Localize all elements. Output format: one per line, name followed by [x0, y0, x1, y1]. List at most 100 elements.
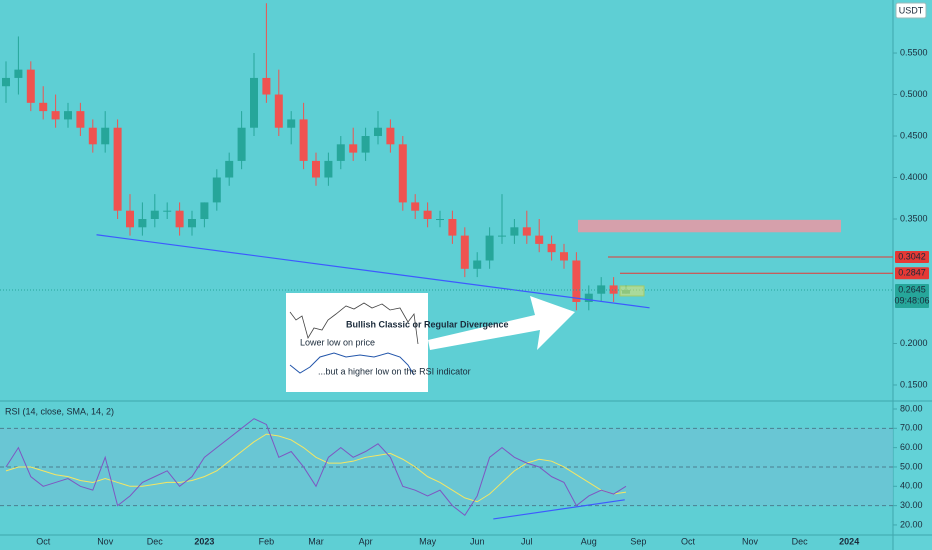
candle-body — [188, 219, 196, 228]
inset-note: ...but a higher low on the RSI indicator — [318, 366, 471, 376]
rsi-label: RSI (14, close, SMA, 14, 2) — [5, 406, 114, 416]
candle-body — [572, 260, 581, 302]
arrow — [428, 296, 575, 350]
x-tick-label: Oct — [36, 536, 51, 546]
x-tick-label: Feb — [259, 536, 275, 546]
y-tick-label: 0.1500 — [900, 379, 928, 389]
inset-title: Bullish Classic or Regular Divergence — [346, 319, 509, 329]
price-label-bg — [895, 251, 929, 264]
candle-body — [448, 219, 457, 236]
rsi-sma — [5, 433, 627, 503]
x-tick-label: Mar — [308, 536, 324, 546]
price-label: 0.3042 — [898, 251, 926, 261]
resistance-zone — [578, 219, 841, 233]
candle-body — [584, 293, 593, 302]
rsi-trendline — [493, 499, 625, 520]
x-tick-label: May — [419, 536, 437, 546]
y-tick-label: 20.00 — [900, 519, 923, 529]
x-tick-label: Jun — [470, 536, 485, 546]
candle-body — [26, 69, 35, 103]
y-tick-label: 40.00 — [900, 481, 923, 491]
candle-body — [597, 285, 606, 294]
candle-body — [39, 102, 48, 112]
candle-body — [14, 69, 23, 78]
currency-badge[interactable] — [895, 2, 927, 19]
inset-bg — [286, 293, 428, 392]
x-tick-label: Dec — [792, 536, 809, 546]
candle-body — [324, 160, 333, 178]
candle-body — [485, 235, 494, 261]
price-label-bg — [895, 267, 929, 280]
candle-body — [88, 127, 97, 145]
candle-body — [522, 227, 531, 236]
x-tick-label: 2023 — [194, 536, 214, 546]
trendline — [96, 234, 650, 309]
price-label: 0.2847 — [898, 268, 926, 278]
candle-body — [262, 77, 271, 95]
candle-body — [374, 127, 382, 137]
candle-body — [101, 127, 110, 145]
candle-body — [460, 235, 469, 269]
x-tick-label: Nov — [742, 536, 759, 546]
y-tick-label: 0.4000 — [900, 172, 928, 182]
current-price-label: 0.2645 — [898, 284, 926, 294]
marks: 0.5500 0.5000 0.4500 0.4000 0.3500 0.2000 0.15… — [0, 3, 930, 546]
y-tick-label: 50.00 — [900, 461, 923, 471]
candle-body — [150, 210, 159, 220]
candle-body — [609, 285, 618, 294]
candle-body — [212, 177, 221, 203]
candle-body — [361, 136, 370, 153]
x-tick-label: Nov — [97, 536, 114, 546]
candle-body — [76, 111, 85, 128]
x-tick-label: Aug — [581, 536, 597, 546]
candle-body — [312, 160, 320, 178]
candle-body — [398, 144, 407, 203]
candle-body — [175, 210, 184, 228]
candle-body — [547, 243, 556, 253]
candle-body — [386, 127, 395, 145]
y-tick-label: 0.5000 — [900, 89, 928, 99]
x-tick-label: 2024 — [839, 536, 859, 546]
candle-body — [51, 111, 60, 120]
candle-body — [535, 235, 544, 244]
candle-body — [113, 127, 122, 211]
y-tick-label: 0.4500 — [900, 130, 928, 140]
candle-body — [336, 144, 345, 161]
candle-body — [2, 77, 10, 87]
countdown: 09:48:06 — [894, 295, 929, 305]
y-tick-label: 30.00 — [900, 500, 923, 510]
rsi-line — [5, 418, 627, 517]
candle-body — [299, 119, 308, 161]
candle-body — [225, 160, 234, 178]
candle-body — [510, 227, 519, 236]
x-tick-label: Jul — [521, 536, 533, 546]
x-tick-label: Sep — [630, 536, 646, 546]
highlight-box — [619, 285, 645, 297]
y-tick-label: 0.3500 — [900, 213, 928, 223]
currency: USDT — [899, 5, 924, 15]
x-tick-label: Oct — [681, 536, 696, 546]
y-tick-label: 0.5500 — [900, 47, 928, 57]
y-tick-label: 70.00 — [900, 423, 923, 433]
current-price-bg — [895, 283, 929, 308]
candle-body — [423, 210, 432, 220]
candle-body — [200, 202, 209, 220]
candle-body — [411, 202, 420, 211]
candle-body — [250, 77, 258, 128]
inset: Bullish Classic or Regular Divergence Lo… — [286, 293, 509, 392]
candle-body — [498, 235, 506, 237]
y-tick-label: 80.00 — [900, 403, 923, 413]
candle-body — [349, 144, 358, 153]
candle-body — [64, 111, 72, 120]
candle-body — [138, 219, 147, 228]
y-tick-label: 0.2000 — [900, 338, 928, 348]
candle-body — [473, 260, 482, 269]
candle-body — [237, 127, 246, 161]
inset-price — [289, 302, 419, 345]
candle-body — [274, 94, 283, 128]
inset-note: Lower low on price — [300, 337, 375, 347]
candle-body — [287, 119, 296, 128]
x-tick-label: Dec — [147, 536, 164, 546]
candle-body — [436, 219, 444, 221]
